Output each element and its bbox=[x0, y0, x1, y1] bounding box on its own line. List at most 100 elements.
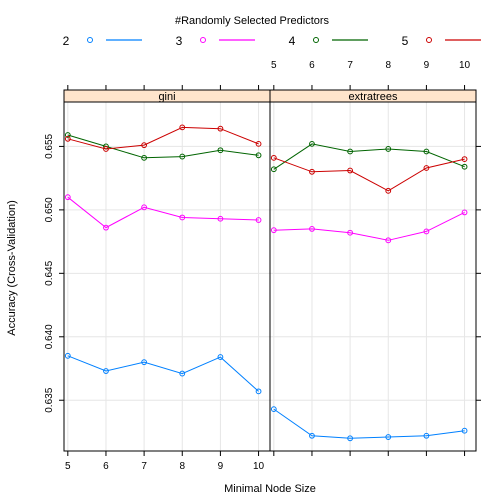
x-tick-label: 10 bbox=[459, 60, 471, 71]
data-point bbox=[255, 217, 262, 223]
data-point bbox=[64, 132, 71, 138]
series-extratrees-5 bbox=[270, 154, 468, 194]
panel-extratrees: extratrees bbox=[269, 89, 477, 452]
data-point bbox=[385, 187, 392, 194]
y-tick-label: 0.635 bbox=[44, 387, 55, 412]
data-point bbox=[270, 227, 277, 234]
legend-item-3: 3 bbox=[176, 34, 255, 48]
data-point bbox=[423, 165, 430, 171]
data-point bbox=[423, 148, 430, 155]
x-tick-label: 10 bbox=[253, 461, 265, 472]
panel-frame-extratrees bbox=[269, 89, 477, 452]
data-point bbox=[461, 163, 468, 170]
data-point bbox=[103, 224, 109, 231]
legend-marker-3 bbox=[200, 37, 206, 43]
series-line bbox=[67, 134, 259, 159]
legend-label-4: 4 bbox=[289, 34, 296, 48]
series-gini-4 bbox=[64, 132, 262, 161]
data-point bbox=[217, 125, 224, 132]
grid-gini bbox=[64, 102, 270, 451]
data-point bbox=[309, 226, 315, 232]
legend-marker-4 bbox=[313, 37, 319, 43]
series-line bbox=[273, 408, 465, 439]
panel-gini: gini bbox=[63, 89, 271, 452]
data-point bbox=[141, 142, 148, 149]
data-point bbox=[217, 354, 224, 360]
data-point bbox=[255, 152, 262, 159]
series-line bbox=[273, 211, 465, 241]
data-point bbox=[461, 156, 468, 163]
data-point bbox=[103, 146, 109, 152]
x-tick-label: 5 bbox=[65, 461, 71, 472]
x-tick-label: 7 bbox=[141, 461, 147, 472]
data-point bbox=[179, 214, 186, 221]
x-tick-label: 6 bbox=[309, 60, 315, 71]
data-point bbox=[309, 432, 315, 439]
data-point bbox=[141, 204, 148, 211]
y-tick-label: 0.645 bbox=[44, 260, 55, 285]
strip-label-extratrees: extratrees bbox=[349, 91, 398, 103]
data-point bbox=[217, 215, 224, 222]
x-tick-label: 5 bbox=[271, 60, 277, 71]
data-point bbox=[385, 146, 392, 152]
legend-marker-2 bbox=[87, 37, 93, 43]
data-point bbox=[347, 229, 354, 236]
series-extratrees-3 bbox=[270, 209, 468, 244]
legend-label-5: 5 bbox=[402, 34, 409, 48]
y-tick-label: 0.655 bbox=[44, 133, 55, 158]
data-point bbox=[64, 135, 71, 142]
data-point bbox=[141, 154, 148, 161]
series-line bbox=[273, 143, 465, 170]
data-point bbox=[270, 166, 277, 173]
data-point bbox=[141, 359, 148, 366]
data-point bbox=[179, 370, 186, 377]
data-point bbox=[270, 154, 277, 161]
legend-item-4: 4 bbox=[289, 34, 368, 48]
data-point bbox=[270, 406, 277, 413]
legend-label-3: 3 bbox=[176, 34, 183, 48]
series-gini-5 bbox=[64, 124, 262, 152]
data-point bbox=[309, 140, 315, 147]
x-axis-title: Minimal Node Size bbox=[224, 483, 316, 495]
panels: gini extratrees bbox=[63, 89, 477, 452]
data-point bbox=[103, 368, 109, 374]
x-tick-label: 8 bbox=[179, 461, 185, 472]
series-extratrees-2 bbox=[270, 406, 468, 442]
data-point bbox=[347, 167, 354, 174]
x-tick-label: 9 bbox=[424, 60, 430, 71]
data-point bbox=[347, 435, 354, 442]
x-tick-label: 9 bbox=[218, 461, 224, 472]
strip-label-gini: gini bbox=[158, 91, 175, 103]
y-tick-label: 0.650 bbox=[44, 197, 55, 222]
legend-item-5: 5 bbox=[402, 34, 481, 48]
legend: #Randomly Selected Predictors 2 3 4 5 bbox=[63, 15, 481, 48]
data-point bbox=[64, 194, 71, 201]
data-point bbox=[385, 237, 392, 244]
series-gini-2 bbox=[64, 352, 262, 395]
x-tick-label: 7 bbox=[347, 60, 353, 71]
x-tick-label: 6 bbox=[103, 461, 109, 472]
y-tick-label: 0.640 bbox=[44, 324, 55, 349]
x-tick-label: 8 bbox=[385, 60, 391, 71]
data-point bbox=[461, 209, 468, 216]
series-line bbox=[67, 355, 259, 392]
series-line bbox=[67, 196, 259, 229]
series-line bbox=[273, 157, 465, 192]
data-point bbox=[423, 432, 430, 439]
data-point bbox=[309, 168, 315, 175]
panel-frame-gini bbox=[63, 89, 271, 452]
data-point bbox=[255, 140, 262, 147]
data-point bbox=[385, 434, 392, 440]
data-point bbox=[179, 124, 186, 131]
axes: 5 6 7 8 9 10 5 6 7 8 9 10 0.635 0.640 0.645 0.650 0.655 bbox=[44, 60, 481, 472]
legend-item-2: 2 bbox=[63, 34, 142, 48]
data-point bbox=[461, 427, 468, 434]
data-point bbox=[347, 148, 354, 155]
legend-marker-5 bbox=[426, 37, 432, 43]
series-gini-3 bbox=[64, 194, 262, 231]
series-line bbox=[67, 126, 259, 150]
grid-extratrees bbox=[270, 102, 476, 451]
data-point bbox=[217, 147, 224, 154]
data-point bbox=[64, 352, 71, 359]
